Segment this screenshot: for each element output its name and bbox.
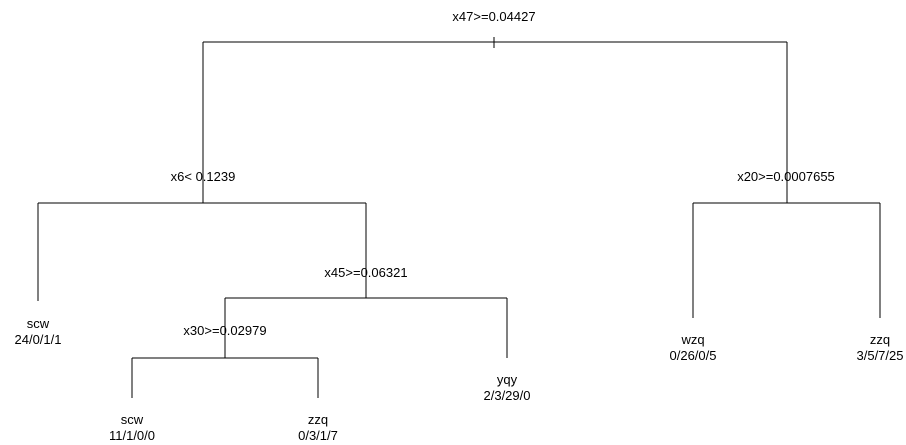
leaf-counts: 11/1/0/0 (109, 428, 155, 443)
leaf-counts: 24/0/1/1 (15, 332, 62, 347)
leaf-zzq-1: zzq 0/3/1/7 (298, 412, 338, 443)
leaf-counts: 0/3/1/7 (298, 428, 338, 443)
leaf-class: scw (121, 412, 144, 427)
leaf-zzq-2: zzq 3/5/7/25 (857, 332, 904, 363)
split-label-x20: x20>=0.0007655 (737, 169, 835, 184)
leaf-wzq: wzq 0/26/0/5 (670, 332, 717, 363)
leaf-counts: 3/5/7/25 (857, 348, 904, 363)
leaf-class: yqy (497, 372, 518, 387)
leaf-class: zzq (870, 332, 890, 347)
leaf-scw-2: scw 11/1/0/0 (109, 412, 155, 443)
split-label-x30: x30>=0.02979 (183, 323, 266, 338)
leaf-class: wzq (680, 332, 704, 347)
leaf-counts: 0/26/0/5 (670, 348, 717, 363)
leaf-counts: 2/3/29/0 (484, 388, 531, 403)
leaf-class: zzq (308, 412, 328, 427)
split-label-x45: x45>=0.06321 (324, 265, 407, 280)
leaf-class: scw (27, 316, 50, 331)
split-label-x6: x6< 0.1239 (171, 169, 236, 184)
split-label-root: x47>=0.04427 (452, 9, 535, 24)
leaf-yqy: yqy 2/3/29/0 (484, 372, 531, 403)
leaf-scw-1: scw 24/0/1/1 (15, 316, 62, 347)
